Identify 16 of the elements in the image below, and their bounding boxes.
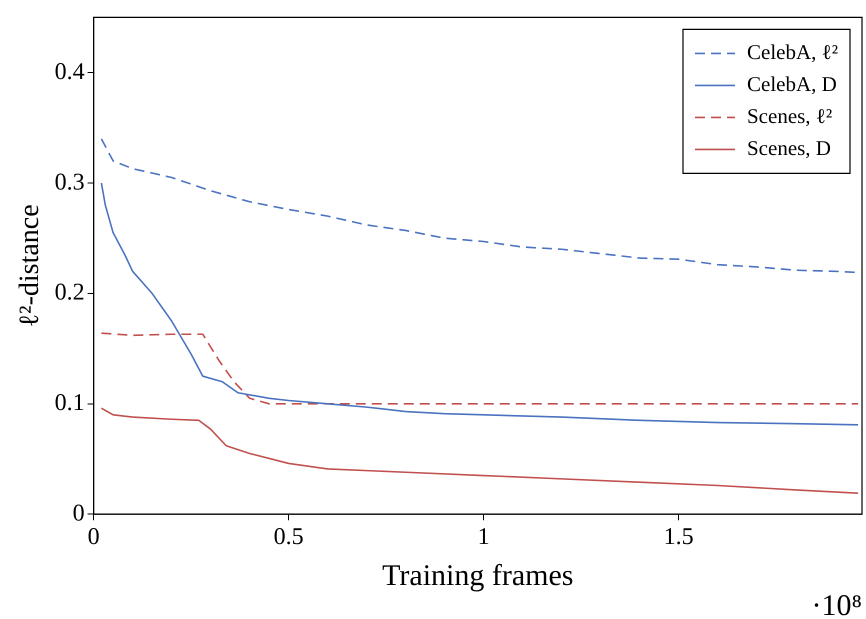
y-tick-label: 0.3	[54, 169, 85, 196]
x-tick-label: 1	[478, 524, 490, 550]
x-axis-title: Training frames	[382, 558, 574, 592]
y-tick-label: 0.4	[54, 58, 85, 85]
y-tick-label: 0.1	[54, 390, 85, 416]
y-tick-label: 0.2	[54, 280, 85, 306]
legend-label: Scenes, D	[746, 136, 831, 160]
y-tick-label: 0	[72, 500, 85, 526]
legend-label: Scenes, ℓ²	[746, 104, 832, 128]
y-axis-title: ℓ²-distance	[14, 204, 46, 328]
line-series	[100, 332, 859, 405]
text: ·10⁸	[812, 589, 862, 619]
x-tick-label: 1.5	[664, 524, 694, 550]
legend-label: CelebA, ℓ²	[746, 40, 838, 64]
x-tick-label: 0.5	[274, 524, 304, 550]
legend-label: CelebA, D	[746, 72, 837, 96]
